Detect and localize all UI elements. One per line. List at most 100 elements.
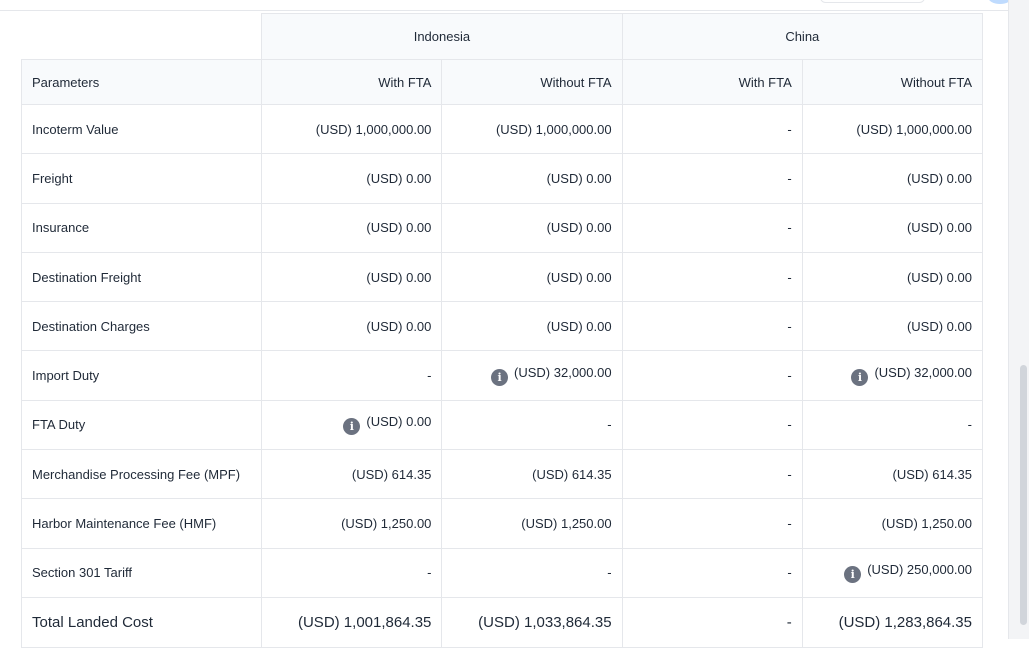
cell-value: (USD) 1,000,000.00 <box>856 121 972 137</box>
value-cell: (USD) 614.35 <box>261 449 443 500</box>
value-cell: (USD) 0.00 <box>801 153 983 204</box>
cell-value: - <box>787 269 792 285</box>
row-label: Destination Freight <box>21 251 263 303</box>
value-cell: - <box>621 103 803 155</box>
value-cell: (USD) 0.00 <box>261 153 443 204</box>
value-cell: - <box>621 202 803 253</box>
cell-value: - <box>967 417 972 433</box>
value-cell: - <box>621 449 803 500</box>
value-cell: (USD) 1,000,000.00 <box>801 103 983 155</box>
value-cell: (USD) 0.00 <box>261 301 443 352</box>
cell-value: - <box>787 368 792 384</box>
table-row: Destination Charges (USD) 0.00 (USD) 0.00 -… <box>21 301 983 352</box>
row-label: Freight <box>21 153 263 204</box>
table-row: Freight (USD) 0.00 (USD) 0.00 - (USD) 0.00 <box>21 153 983 204</box>
cell-value: (USD) 1,250.00 <box>341 516 432 532</box>
value-cell: (USD) 0.00 <box>261 251 443 303</box>
value-cell: i (USD) 0.00 <box>261 399 443 451</box>
value-cell: - <box>261 547 443 598</box>
info-icon[interactable]: i <box>851 369 869 387</box>
cell-value: - <box>787 220 792 236</box>
sub-header-indonesia-without-fta: Without FTA <box>441 59 623 105</box>
scrollbar-thumb[interactable] <box>1020 365 1027 625</box>
info-icon[interactable]: i <box>491 369 509 387</box>
cell-value: (USD) 0.00 <box>906 269 972 285</box>
parameters-header: Parameters <box>21 59 263 105</box>
value-cell: i (USD) 32,000.00 <box>441 350 623 401</box>
value-cell: - <box>621 547 803 598</box>
value-cell: (USD) 0.00 <box>261 202 443 253</box>
row-label: Merchandise Processing Fee (MPF) <box>21 449 263 500</box>
cell-value: (USD) 1,000,000.00 <box>495 121 612 137</box>
cell-value: - <box>787 466 792 482</box>
row-label: Section 301 Tariff <box>21 547 263 598</box>
cell-value: - <box>787 516 792 532</box>
cell-value: - <box>787 565 792 581</box>
value-cell: (USD) 1,250.00 <box>261 498 443 549</box>
value-cell: (USD) 0.00 <box>441 251 623 303</box>
landed-cost-table: Indonesia China Parameters With FTA With… <box>21 13 983 648</box>
value-cell: - <box>261 350 443 401</box>
table-row: Harbor Maintenance Fee (HMF) (USD) 1,250.… <box>21 498 983 549</box>
cell-value: (USD) 0.00 <box>366 318 432 334</box>
sub-header-china-with-fta: With FTA <box>621 59 803 105</box>
table-row: Section 301 Tariff - - - i (USD) 250,000.00 <box>21 547 983 598</box>
value-cell: (USD) 0.00 <box>441 301 623 352</box>
value-cell: (USD) 0.00 <box>801 202 983 253</box>
avatar[interactable] <box>988 0 1012 4</box>
info-icon[interactable]: i <box>343 418 361 436</box>
sub-header-china-without-fta: Without FTA <box>801 59 983 105</box>
value-cell: - <box>621 251 803 303</box>
sub-header-row: Parameters With FTA Without FTA With FTA… <box>21 59 983 105</box>
country-header-china: China <box>621 13 983 60</box>
value-cell: (USD) 1,000,000.00 <box>441 103 623 155</box>
value-cell: - <box>621 399 803 451</box>
row-label: Insurance <box>21 202 263 253</box>
cell-value: (USD) 1,250.00 <box>881 516 972 532</box>
cell-value: (USD) 0.00 <box>546 269 612 285</box>
cell-value: (USD) 614.35 <box>532 466 612 482</box>
value-cell: - <box>621 350 803 401</box>
cell-value: (USD) 0.00 <box>366 220 432 236</box>
value-cell: - <box>621 153 803 204</box>
cell-value: - <box>427 368 432 384</box>
row-label: Harbor Maintenance Fee (HMF) <box>21 498 263 549</box>
cell-value: (USD) 1,250.00 <box>521 516 612 532</box>
value-cell: - <box>441 547 623 598</box>
toolbar-button[interactable] <box>820 0 925 3</box>
header-blank-cell <box>21 13 263 60</box>
value-cell: (USD) 614.35 <box>801 449 983 500</box>
value-cell: (USD) 614.35 <box>441 449 623 500</box>
cell-value: (USD) 0.00 <box>906 220 972 236</box>
table-row: Insurance (USD) 0.00 (USD) 0.00 - (USD) 0.00 <box>21 202 983 253</box>
cell-value: (USD) 614.35 <box>892 466 972 482</box>
vertical-scrollbar[interactable] <box>1008 0 1029 639</box>
value-cell: i (USD) 32,000.00 <box>801 350 983 401</box>
total-value-cell: (USD) 1,033,864.35 <box>441 596 623 648</box>
cell-value: (USD) 250,000.00 <box>867 562 972 578</box>
table-row: Incoterm Value (USD) 1,000,000.00 (USD) 1,… <box>21 103 983 155</box>
total-value-cell: (USD) 1,283,864.35 <box>801 596 983 648</box>
table-row: Import Duty - i (USD) 32,000.00 - i (USD) 32,0… <box>21 350 983 401</box>
table-row: Destination Freight (USD) 0.00 (USD) 0.00 -… <box>21 251 983 303</box>
cell-value: (USD) 0.00 <box>546 170 612 186</box>
cell-value: (USD) 0.00 <box>906 318 972 334</box>
cell-value: (USD) 0.00 <box>906 170 972 186</box>
cell-value: (USD) 0.00 <box>366 170 432 186</box>
table-row: Merchandise Processing Fee (MPF) (USD) 61… <box>21 449 983 500</box>
cell-value: - <box>787 170 792 186</box>
row-label: FTA Duty <box>21 399 263 451</box>
country-header-indonesia: Indonesia <box>261 13 623 60</box>
cell-value: - <box>607 417 612 433</box>
total-row: Total Landed Cost (USD) 1,001,864.35 (USD)… <box>21 596 983 648</box>
total-label: Total Landed Cost <box>21 596 263 648</box>
row-label: Incoterm Value <box>21 103 263 155</box>
table-body: Incoterm Value (USD) 1,000,000.00 (USD) 1,… <box>21 103 983 648</box>
value-cell: (USD) 1,250.00 <box>801 498 983 549</box>
cell-value: - <box>427 565 432 581</box>
value-cell: - <box>621 301 803 352</box>
info-icon[interactable]: i <box>844 566 862 584</box>
cell-value: - <box>787 121 792 137</box>
landed-cost-table-container: Indonesia China Parameters With FTA With… <box>21 13 983 653</box>
value-cell: - <box>621 498 803 549</box>
